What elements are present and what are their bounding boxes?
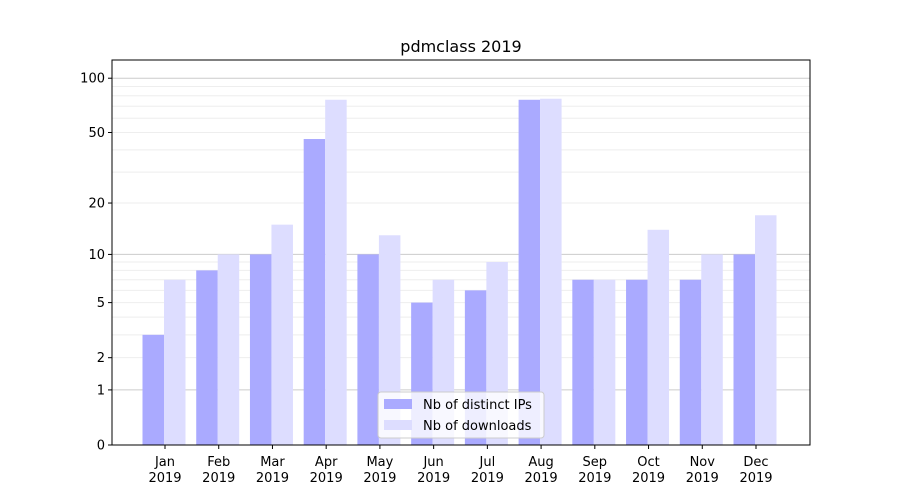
plot-frame: [111, 59, 811, 446]
bar-ips: [142, 334, 164, 445]
y-tick-label: 5: [97, 296, 105, 311]
x-tick-label: Apr 2019: [310, 455, 343, 486]
y-tick-label: 10: [88, 248, 105, 263]
bar-downloads: [755, 215, 777, 445]
y-tick-label: 1: [97, 383, 105, 398]
bar-ips: [249, 254, 272, 445]
x-tick-label: Dec 2019: [739, 455, 772, 486]
bar-downloads: [540, 98, 562, 445]
bar-ips: [679, 279, 702, 445]
x-tick-label: Sep 2019: [578, 455, 611, 486]
bar-ips: [196, 270, 218, 445]
bar-downloads: [593, 279, 616, 445]
y-tick-label: 50: [88, 126, 105, 141]
bar-downloads: [164, 279, 186, 445]
y-tick-label: 2: [97, 351, 105, 366]
x-tick-label: Jun 2019: [417, 455, 450, 486]
bar-ips: [626, 279, 648, 445]
x-tick-label: Mar 2019: [256, 455, 289, 486]
bar-ips: [733, 254, 755, 445]
bar-ips: [572, 279, 594, 445]
x-tick-label: Aug 2019: [525, 455, 558, 486]
y-tick-label: 100: [80, 72, 105, 87]
legend: Nb of distinct IPs Nb of downloads: [377, 391, 545, 439]
bar-downloads: [271, 224, 293, 445]
y-tick-label: 20: [88, 197, 105, 212]
x-tick-label: Feb 2019: [202, 455, 235, 486]
y-tick-label: 0: [97, 439, 105, 454]
x-tick-label: Oct 2019: [632, 455, 665, 486]
bar-downloads: [701, 254, 723, 445]
x-tick-label: Jan 2019: [148, 455, 181, 486]
bar-ips: [303, 139, 326, 445]
chart-title: pdmclass 2019: [400, 37, 521, 56]
bar-downloads: [325, 99, 347, 446]
legend-swatch: [384, 420, 412, 430]
x-tick-label: Nov 2019: [686, 455, 719, 486]
x-tick-label: Jul 2019: [471, 455, 504, 486]
legend-label: Nb of distinct IPs: [423, 398, 532, 413]
bar-ips: [518, 99, 541, 446]
bar-downloads: [647, 229, 670, 445]
bar-ips: [357, 254, 379, 445]
legend-box: [377, 391, 545, 439]
legend-swatch: [384, 399, 412, 409]
x-tick-label: May 2019: [363, 455, 396, 486]
legend-label: Nb of downloads: [423, 419, 532, 434]
bar-downloads: [217, 254, 240, 445]
